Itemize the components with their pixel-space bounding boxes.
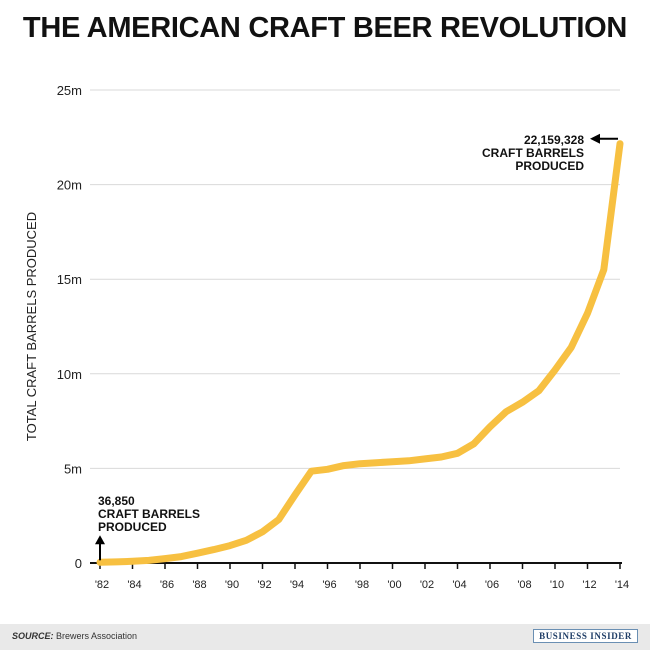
y-tick-label: 25m: [57, 83, 82, 98]
annotation-end-text: CRAFT BARRELS: [482, 146, 584, 160]
x-tick-label: '82: [95, 579, 109, 591]
source-label: SOURCE:: [12, 631, 54, 641]
brand-logo: BUSINESS INSIDER: [533, 629, 638, 643]
x-tick-label: '84: [127, 579, 141, 591]
annotation-end-text: 22,159,328: [524, 133, 584, 147]
x-tick-label: '92: [257, 579, 271, 591]
y-tick-label: 5m: [64, 461, 82, 476]
x-tick-label: '90: [225, 579, 239, 591]
annotation-arrowhead-end: [590, 133, 600, 144]
x-tick-label: '98: [355, 579, 369, 591]
x-tick-label: '00: [387, 579, 401, 591]
annotation-start-text: PRODUCED: [98, 520, 167, 534]
annotation-end-text: PRODUCED: [515, 159, 584, 173]
annotation-arrowhead-start: [95, 535, 105, 545]
x-tick-label: '04: [452, 579, 466, 591]
annotation-start-text: CRAFT BARRELS: [98, 507, 200, 521]
x-tick-label: '14: [615, 579, 629, 591]
line-chart: 0 5m 10m 15m 20m 25m TOTAL CRAFT BARRELS PRODU…: [24, 83, 629, 591]
x-tick-label: '86: [160, 579, 174, 591]
x-tick-label: '12: [582, 579, 596, 591]
x-tick-label: '94: [290, 579, 304, 591]
source-note: SOURCE: Brewers Association: [12, 631, 137, 641]
source-text: Brewers Association: [56, 631, 138, 641]
x-tick-label: '08: [517, 579, 531, 591]
y-tick-label: 15m: [57, 272, 82, 287]
y-axis-title: TOTAL CRAFT BARRELS PRODUCED: [24, 212, 39, 441]
chart-title: THE AMERICAN CRAFT BEER REVOLUTION: [22, 12, 628, 44]
x-tick-label: '06: [485, 579, 499, 591]
annotation-start-text: 36,850: [98, 494, 135, 508]
x-tick-label: '88: [192, 579, 206, 591]
data-line-craft-barrels: [96, 140, 624, 566]
x-tick-label: '02: [420, 579, 434, 591]
y-tick-label: 20m: [57, 178, 82, 193]
y-tick-label: 0: [75, 556, 82, 571]
x-tick-label: '96: [322, 579, 336, 591]
y-tick-label: 10m: [57, 367, 82, 382]
x-tick-label: '10: [550, 579, 564, 591]
footer: SOURCE: Brewers Association BUSINESS INS…: [0, 624, 650, 650]
